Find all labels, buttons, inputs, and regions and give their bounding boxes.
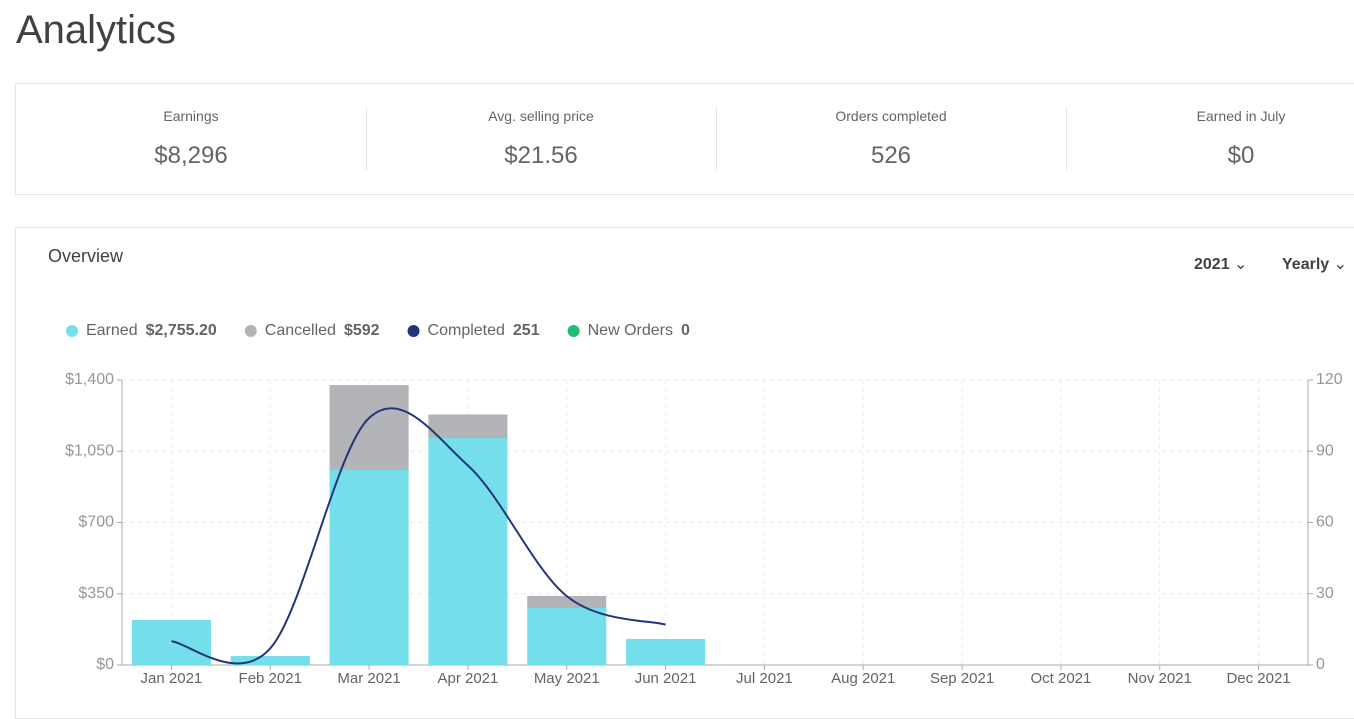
- year-dropdown[interactable]: 2021 ⌄: [1194, 256, 1248, 273]
- y-tick-label: $350: [78, 585, 114, 602]
- page-title: Analytics: [16, 8, 177, 52]
- stat-value: $8,296: [154, 142, 228, 169]
- y2-tick-label: 120: [1316, 371, 1343, 388]
- x-tick-label: Dec 2021: [1226, 670, 1290, 687]
- x-tick-label: May 2021: [534, 670, 600, 687]
- stat: Earnings $8,296: [16, 84, 366, 194]
- legend-label: Cancelled: [265, 322, 336, 339]
- stat: Earned in July $0: [1066, 84, 1354, 194]
- year-value: 2021: [1194, 256, 1230, 273]
- bar: [329, 385, 409, 470]
- y-tick-label: $1,400: [65, 371, 114, 388]
- legend-total: 0: [681, 322, 690, 339]
- line: [171, 407, 666, 665]
- x-tick-label: Jun 2021: [635, 670, 697, 687]
- bar: [428, 438, 508, 665]
- divider: [716, 108, 717, 170]
- bar: [230, 656, 310, 665]
- x-tick-label: Mar 2021: [337, 670, 400, 687]
- period-value: Yearly: [1282, 256, 1330, 273]
- stat-label: Avg. selling price: [488, 108, 594, 124]
- bar: [527, 608, 607, 665]
- y-tick-label: $700: [78, 514, 114, 531]
- legend-swatch: [567, 325, 580, 337]
- period-dropdown[interactable]: Yearly ⌄: [1282, 256, 1348, 273]
- stat-label: Earned in July: [1196, 108, 1286, 124]
- x-tick-label: Oct 2021: [1030, 670, 1091, 687]
- stat-value: $21.56: [504, 142, 578, 169]
- y2-tick-label: 60: [1316, 514, 1334, 531]
- y2-tick-label: 30: [1316, 585, 1334, 602]
- legend-swatch: [407, 325, 420, 337]
- divider: [1066, 108, 1067, 170]
- bar: [527, 595, 607, 608]
- stat-label: Orders completed: [835, 108, 947, 124]
- y2-tick-label: 0: [1316, 656, 1325, 673]
- legend-swatch: [244, 325, 257, 337]
- x-tick-label: Aug 2021: [831, 670, 895, 687]
- overview-card: [15, 227, 1354, 719]
- y-tick-label: $0: [96, 656, 114, 673]
- stats-card: Earnings $8,296 Avg. selling price $21.56 …: [15, 83, 1354, 195]
- stat-value: 526: [870, 142, 912, 169]
- x-tick-label: Jan 2021: [141, 670, 203, 687]
- legend-label: New Orders: [588, 322, 673, 339]
- stat-value: $0: [1227, 142, 1255, 169]
- stat-label: Earnings: [163, 108, 219, 124]
- bar: [626, 638, 706, 665]
- divider: [366, 108, 367, 170]
- x-tick-label: Jul 2021: [736, 670, 793, 687]
- overview-title: Overview: [48, 246, 124, 266]
- legend-total: $2,755.20: [146, 322, 217, 339]
- x-tick-label: Nov 2021: [1128, 670, 1192, 687]
- y-tick-label: $1,050: [65, 442, 114, 459]
- legend-label: Completed: [428, 322, 505, 339]
- x-tick-label: Sep 2021: [930, 670, 994, 687]
- x-tick-label: Feb 2021: [239, 670, 302, 687]
- bar: [131, 620, 211, 665]
- legend-total: 251: [513, 322, 540, 339]
- bar: [329, 469, 409, 665]
- legend-swatch: [66, 325, 78, 337]
- y2-tick-label: 90: [1316, 442, 1334, 459]
- stat: Avg. selling price $21.56: [366, 84, 716, 194]
- x-tick-label: Apr 2021: [437, 670, 498, 687]
- legend-total: $592: [344, 322, 380, 339]
- legend-label: Earned: [86, 322, 138, 339]
- bar: [428, 414, 508, 439]
- stat: Orders completed 526: [716, 84, 1066, 194]
